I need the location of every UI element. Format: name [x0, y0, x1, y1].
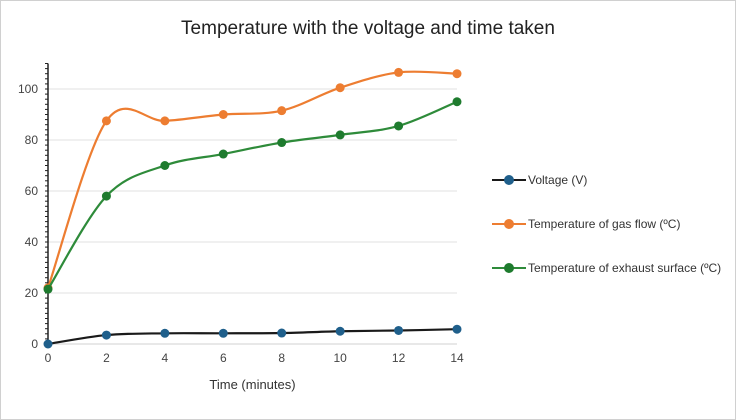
x-tick-label: 12 — [392, 351, 406, 365]
data-point — [160, 161, 170, 170]
data-point — [335, 83, 345, 93]
chart-title: Temperature with the voltage and time ta… — [181, 18, 555, 39]
x-axis-label: Time (minutes) — [209, 377, 295, 392]
data-point — [43, 339, 53, 349]
data-point — [218, 328, 228, 338]
data-point — [394, 121, 404, 131]
data-point — [335, 130, 345, 140]
data-point — [452, 97, 462, 107]
data-point — [160, 116, 170, 126]
legend: Voltage (V) Temperature of gas flow (ºC) T… — [492, 172, 728, 304]
x-tick-label: 2 — [103, 351, 110, 365]
legend-item: Voltage (V) — [492, 172, 728, 188]
data-point — [101, 330, 111, 340]
legend-item: Temperature of gas flow (ºC) — [492, 216, 728, 232]
data-point — [218, 110, 228, 119]
x-tick-label: 8 — [278, 351, 285, 365]
series-line-0 — [47, 328, 458, 346]
y-tick-label: 0 — [31, 337, 38, 351]
y-tick-label: 20 — [25, 286, 39, 300]
data-point — [394, 67, 404, 77]
data-point — [394, 325, 404, 335]
data-point — [43, 284, 53, 294]
legend-marker-icon — [504, 219, 514, 229]
x-tick-label: 6 — [220, 351, 227, 365]
legend-label: Voltage (V) — [528, 173, 588, 187]
data-point — [101, 116, 111, 126]
data-point — [218, 149, 228, 159]
legend-label: Temperature of gas flow (ºC) — [528, 217, 681, 231]
legend-item: Temperature of exhaust surface (ºC) — [492, 260, 728, 276]
x-tick-label: 0 — [45, 351, 52, 365]
legend-label: Temperature of exhaust surface (ºC) — [528, 261, 722, 275]
y-tick-label: 100 — [18, 82, 38, 96]
x-tick-label: 10 — [333, 351, 347, 365]
data-point — [101, 191, 111, 201]
data-point — [452, 324, 462, 334]
y-tick-label: 40 — [25, 235, 39, 249]
data-point — [335, 326, 345, 336]
data-point — [452, 69, 462, 79]
series-line-1 — [46, 70, 458, 289]
data-point — [277, 328, 287, 338]
y-tick-label: 80 — [25, 133, 39, 147]
data-point — [160, 328, 170, 338]
data-point — [277, 106, 287, 116]
data-point — [277, 138, 287, 148]
y-tick-label: 60 — [25, 184, 39, 198]
x-tick-label: 14 — [450, 351, 464, 365]
legend-marker-icon — [504, 175, 514, 185]
legend-marker-icon — [504, 263, 514, 273]
x-tick-label: 4 — [162, 351, 169, 365]
